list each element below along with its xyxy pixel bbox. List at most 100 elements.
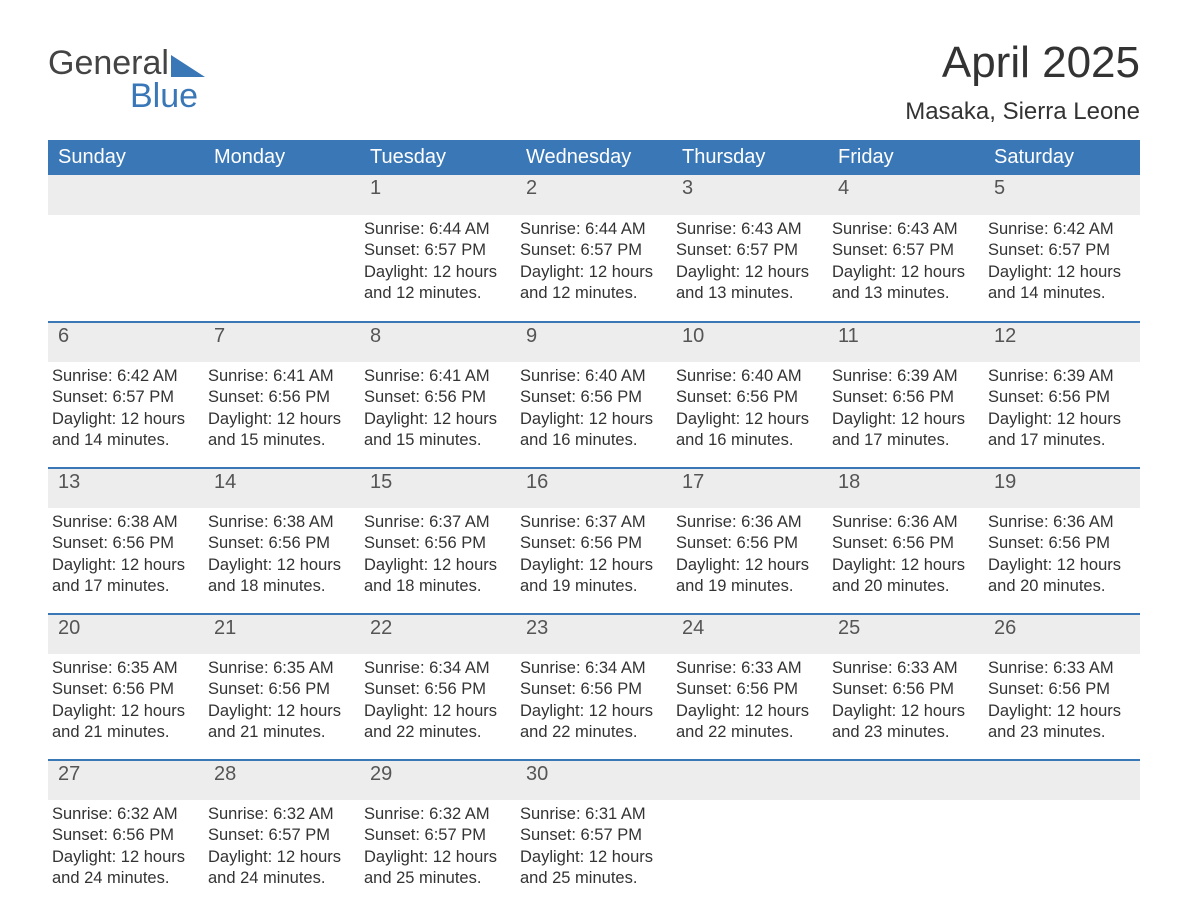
daylight-text: Daylight: 12 hours — [52, 701, 204, 722]
day-number: 24 — [672, 615, 828, 654]
daylight-text: Daylight: 12 hours — [52, 409, 204, 430]
sunrise-text: Sunrise: 6:32 AM — [208, 804, 360, 825]
day-number: 8 — [360, 323, 516, 362]
daylight-text: Daylight: 12 hours — [676, 701, 828, 722]
calendar: SundayMondayTuesdayWednesdayThursdayFrid… — [48, 140, 1140, 905]
daylight-text: Daylight: 12 hours — [832, 262, 984, 283]
daylight-text: and 23 minutes. — [988, 722, 1140, 743]
day-cell — [984, 800, 1140, 905]
day-cell: Sunrise: 6:32 AMSunset: 6:56 PMDaylight:… — [48, 800, 204, 905]
day-number: 13 — [48, 469, 204, 508]
daylight-text: Daylight: 12 hours — [676, 262, 828, 283]
sunset-text: Sunset: 6:57 PM — [832, 240, 984, 261]
day-cell: Sunrise: 6:44 AMSunset: 6:57 PMDaylight:… — [360, 215, 516, 321]
daylight-text: and 20 minutes. — [988, 576, 1140, 597]
day-header: Monday — [204, 140, 360, 175]
daylight-text: and 22 minutes. — [520, 722, 672, 743]
day-number: 5 — [984, 175, 1140, 215]
day-number: 15 — [360, 469, 516, 508]
sunrise-text: Sunrise: 6:33 AM — [988, 658, 1140, 679]
day-cell: Sunrise: 6:32 AMSunset: 6:57 PMDaylight:… — [204, 800, 360, 905]
day-number-row: 27282930 — [48, 761, 1140, 800]
day-cell: Sunrise: 6:35 AMSunset: 6:56 PMDaylight:… — [48, 654, 204, 759]
sunrise-text: Sunrise: 6:37 AM — [364, 512, 516, 533]
day-header-row: SundayMondayTuesdayWednesdayThursdayFrid… — [48, 140, 1140, 175]
day-number: 14 — [204, 469, 360, 508]
sunset-text: Sunset: 6:56 PM — [52, 679, 204, 700]
daylight-text: and 23 minutes. — [832, 722, 984, 743]
daylight-text: Daylight: 12 hours — [832, 409, 984, 430]
daylight-text: Daylight: 12 hours — [208, 409, 360, 430]
sunset-text: Sunset: 6:57 PM — [208, 825, 360, 846]
day-number: 20 — [48, 615, 204, 654]
sunrise-text: Sunrise: 6:39 AM — [988, 366, 1140, 387]
day-header: Tuesday — [360, 140, 516, 175]
day-number: 25 — [828, 615, 984, 654]
sunrise-text: Sunrise: 6:44 AM — [364, 219, 516, 240]
daylight-text: Daylight: 12 hours — [208, 847, 360, 868]
day-cell: Sunrise: 6:31 AMSunset: 6:57 PMDaylight:… — [516, 800, 672, 905]
sunrise-text: Sunrise: 6:32 AM — [364, 804, 516, 825]
daylight-text: Daylight: 12 hours — [988, 409, 1140, 430]
month-title: April 2025 — [905, 38, 1140, 88]
daylight-text: Daylight: 12 hours — [988, 701, 1140, 722]
daylight-text: and 16 minutes. — [520, 430, 672, 451]
sunset-text: Sunset: 6:56 PM — [208, 387, 360, 408]
daylight-text: and 25 minutes. — [364, 868, 516, 889]
sunrise-text: Sunrise: 6:34 AM — [520, 658, 672, 679]
day-cell: Sunrise: 6:39 AMSunset: 6:56 PMDaylight:… — [828, 362, 984, 467]
day-cell: Sunrise: 6:43 AMSunset: 6:57 PMDaylight:… — [828, 215, 984, 321]
day-cell — [48, 215, 204, 321]
week-row: 27282930Sunrise: 6:32 AMSunset: 6:56 PMD… — [48, 759, 1140, 905]
sunset-text: Sunset: 6:56 PM — [832, 533, 984, 554]
daylight-text: and 19 minutes. — [520, 576, 672, 597]
day-cell: Sunrise: 6:40 AMSunset: 6:56 PMDaylight:… — [672, 362, 828, 467]
day-number: 11 — [828, 323, 984, 362]
sunset-text: Sunset: 6:56 PM — [832, 387, 984, 408]
title-block: April 2025 Masaka, Sierra Leone — [905, 38, 1140, 126]
day-cell: Sunrise: 6:42 AMSunset: 6:57 PMDaylight:… — [48, 362, 204, 467]
daylight-text: and 14 minutes. — [988, 283, 1140, 304]
sunset-text: Sunset: 6:57 PM — [52, 387, 204, 408]
week-row: 20212223242526Sunrise: 6:35 AMSunset: 6:… — [48, 613, 1140, 759]
day-cell: Sunrise: 6:32 AMSunset: 6:57 PMDaylight:… — [360, 800, 516, 905]
sunrise-text: Sunrise: 6:36 AM — [832, 512, 984, 533]
sunrise-text: Sunrise: 6:37 AM — [520, 512, 672, 533]
sunset-text: Sunset: 6:56 PM — [52, 825, 204, 846]
day-number: 30 — [516, 761, 672, 800]
day-number — [204, 175, 360, 215]
day-number: 16 — [516, 469, 672, 508]
day-header: Friday — [828, 140, 984, 175]
daylight-text: Daylight: 12 hours — [364, 409, 516, 430]
day-header: Thursday — [672, 140, 828, 175]
sunrise-text: Sunrise: 6:43 AM — [832, 219, 984, 240]
daylight-text: Daylight: 12 hours — [520, 701, 672, 722]
sunset-text: Sunset: 6:57 PM — [364, 240, 516, 261]
sunrise-text: Sunrise: 6:34 AM — [364, 658, 516, 679]
daylight-text: Daylight: 12 hours — [676, 409, 828, 430]
daylight-text: and 12 minutes. — [520, 283, 672, 304]
day-cell: Sunrise: 6:43 AMSunset: 6:57 PMDaylight:… — [672, 215, 828, 321]
sunset-text: Sunset: 6:56 PM — [364, 387, 516, 408]
daylight-text: and 15 minutes. — [364, 430, 516, 451]
daylight-text: Daylight: 12 hours — [52, 847, 204, 868]
day-number: 12 — [984, 323, 1140, 362]
sunrise-text: Sunrise: 6:40 AM — [676, 366, 828, 387]
sunrise-text: Sunrise: 6:33 AM — [676, 658, 828, 679]
day-cell: Sunrise: 6:36 AMSunset: 6:56 PMDaylight:… — [984, 508, 1140, 613]
logo-word2: Blue — [130, 77, 205, 116]
daylight-text: and 13 minutes. — [676, 283, 828, 304]
week-row: 13141516171819Sunrise: 6:38 AMSunset: 6:… — [48, 467, 1140, 613]
sunrise-text: Sunrise: 6:44 AM — [520, 219, 672, 240]
daylight-text: and 19 minutes. — [676, 576, 828, 597]
daylight-text: Daylight: 12 hours — [364, 847, 516, 868]
day-number — [672, 761, 828, 800]
sunrise-text: Sunrise: 6:38 AM — [208, 512, 360, 533]
day-cell: Sunrise: 6:37 AMSunset: 6:56 PMDaylight:… — [360, 508, 516, 613]
day-number: 17 — [672, 469, 828, 508]
logo-triangle-icon — [171, 55, 205, 77]
location: Masaka, Sierra Leone — [905, 98, 1140, 126]
sunset-text: Sunset: 6:57 PM — [676, 240, 828, 261]
daylight-text: and 25 minutes. — [520, 868, 672, 889]
daylight-text: Daylight: 12 hours — [988, 262, 1140, 283]
